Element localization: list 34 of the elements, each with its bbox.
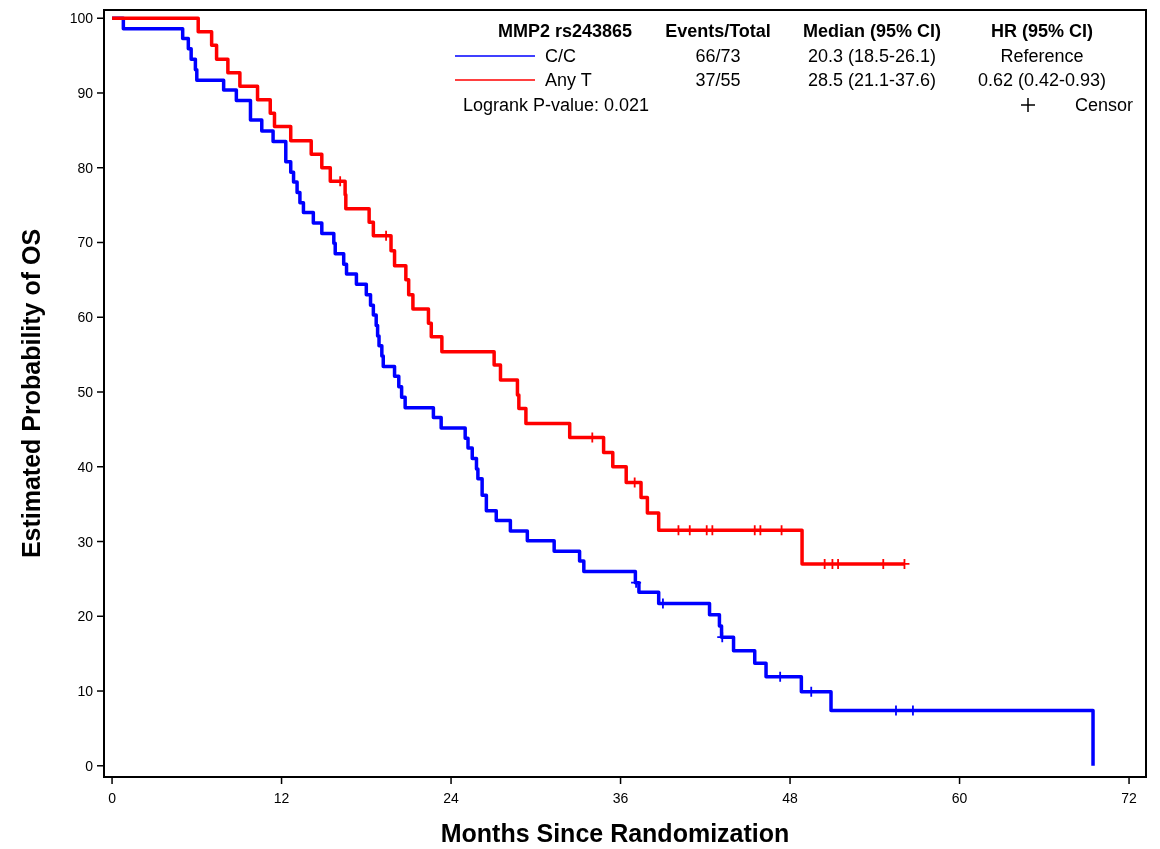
annotation: Events/Total [665, 21, 771, 41]
x-tick-label: 24 [443, 790, 460, 806]
annotation: 66/73 [695, 46, 741, 66]
annotation: HR (95% CI) [990, 21, 1094, 41]
annotation: Reference [1000, 46, 1084, 66]
x-tick-label: 36 [612, 790, 629, 806]
x-tick-label: 12 [273, 790, 290, 806]
y-tick-label: 60 [77, 309, 94, 326]
annotation: Logrank P-value: 0.021 [463, 95, 650, 115]
annotation: Censor [1074, 95, 1133, 115]
legend-label: Any T [545, 70, 592, 90]
annotation: 20.3 (18.5-26.1) [807, 46, 937, 66]
annotation: 28.5 (21.1-37.6) [807, 70, 937, 90]
annotation: 0.62 (0.42-0.93) [977, 70, 1107, 90]
x-tick-label: 72 [1121, 790, 1138, 806]
y-axis-title: Estimated Probability of OS [17, 228, 45, 559]
y-tick-label: 10 [77, 683, 94, 700]
y-tick-label: 30 [77, 533, 94, 550]
y-tick-label: 70 [77, 234, 94, 251]
y-tick-label: 20 [77, 608, 94, 625]
y-tick-label: 0 [85, 757, 94, 774]
x-tick-label: 60 [951, 790, 968, 806]
legend-title: MMP2 rs243865 [497, 21, 633, 41]
y-tick-label: 80 [77, 159, 94, 176]
x-tick-label: 48 [782, 790, 799, 806]
y-tick-label: 100 [69, 10, 94, 27]
y-tick-label: 40 [77, 458, 94, 475]
legend-label: C/C [545, 46, 576, 66]
x-axis-title: Months Since Randomization [440, 819, 790, 847]
annotation: Median (95% CI) [802, 21, 942, 41]
y-tick-label: 50 [77, 384, 94, 400]
y-tick-label: 90 [77, 84, 94, 101]
x-tick-label: 0 [108, 790, 117, 806]
annotation: 37/55 [695, 70, 741, 90]
